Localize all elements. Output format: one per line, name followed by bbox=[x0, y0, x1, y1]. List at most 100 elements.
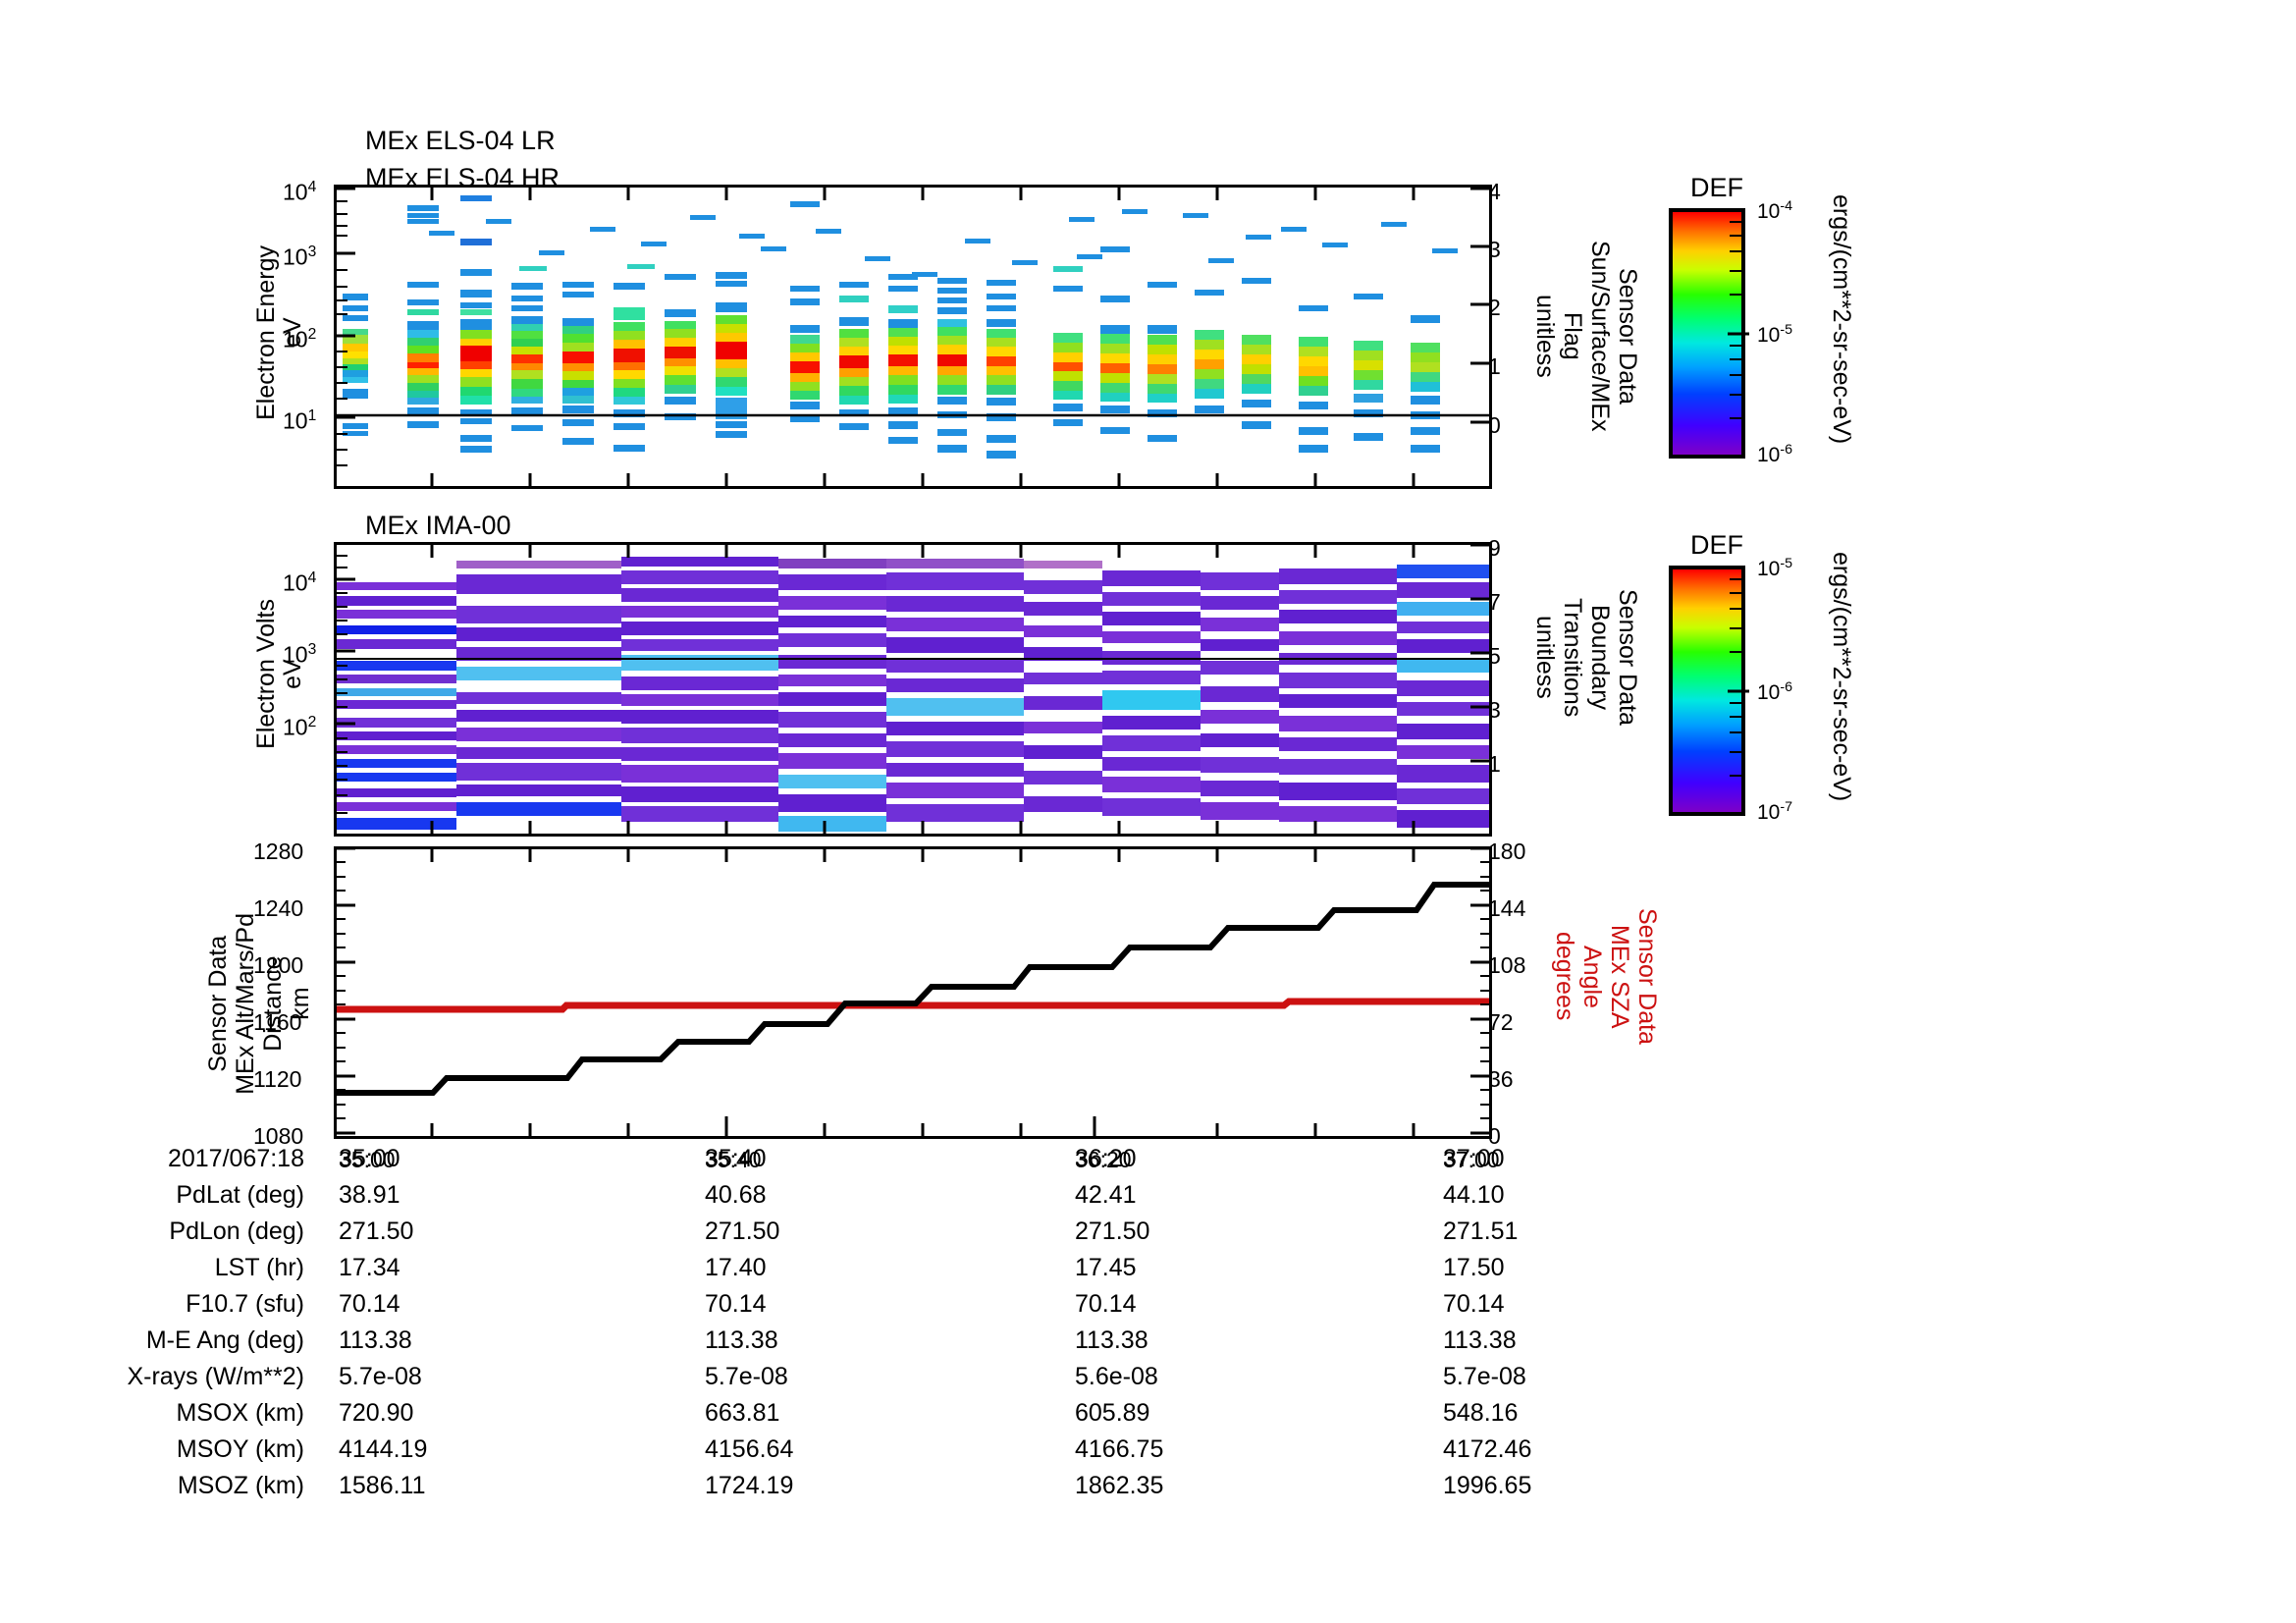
table-c2-r6: 5.6e-08 bbox=[1075, 1363, 1158, 1390]
alt-ytick-1160: 1160 bbox=[253, 1009, 302, 1035]
ima-right-axis-line3: Transitions bbox=[1559, 597, 1586, 718]
table-c1-r0: 35:40 bbox=[705, 1145, 767, 1172]
table-row-label-8: MSOY (km) bbox=[176, 1435, 304, 1463]
xtick-label-2: 36:20 bbox=[1075, 1147, 1132, 1172]
ima-right-axis-line1: Sensor Data bbox=[1614, 589, 1641, 726]
sza-rtick-72: 72 bbox=[1488, 1009, 1514, 1035]
sza-rtick-180: 180 bbox=[1488, 839, 1526, 864]
sza-right-axis-line4: degrees bbox=[1551, 932, 1578, 1021]
colorbar-ima-bottom-label: 10-7 bbox=[1757, 799, 1793, 824]
ima-ytick-1e3: 103 bbox=[283, 641, 317, 668]
colorbar-els-bottom-label: 10-6 bbox=[1757, 442, 1793, 466]
table-c2-r9: 1862.35 bbox=[1075, 1472, 1164, 1499]
sza-right-axis-line1: Sensor Data bbox=[1633, 908, 1661, 1045]
table-c1-r8: 4156.64 bbox=[705, 1435, 794, 1463]
table-c1-r6: 5.7e-08 bbox=[705, 1363, 788, 1390]
ima-right-axis-line2: Boundary bbox=[1586, 604, 1614, 710]
table-c0-r5: 113.38 bbox=[339, 1326, 412, 1354]
panel-els-right-axis-label: Sensor Data Sun/Surface/MEx Flag unitles… bbox=[1531, 241, 1641, 432]
table-c3-r9: 1996.65 bbox=[1443, 1472, 1532, 1499]
els-right-axis-line1: Sensor Data bbox=[1614, 267, 1641, 405]
colorbar-ima-top-label: 10-5 bbox=[1757, 556, 1793, 580]
table-c3-r8: 4172.46 bbox=[1443, 1435, 1532, 1463]
table-c2-r1: 42.41 bbox=[1075, 1181, 1137, 1209]
colorbar-els-units: ergs/(cm**2-sr-sec-eV) bbox=[1828, 194, 1855, 445]
panel-ima-title: MEx IMA-00 bbox=[365, 511, 511, 540]
panel-sza-right-axis-label: Sensor Data MEx SZA Angle degrees bbox=[1551, 908, 1661, 1045]
colorbar-ima-units: ergs/(cm**2-sr-sec-eV) bbox=[1828, 552, 1855, 802]
table-c3-r7: 548.16 bbox=[1443, 1399, 1519, 1427]
alt-ytick-1280: 1280 bbox=[253, 839, 304, 864]
xtick-label-1: 35:40 bbox=[705, 1147, 762, 1172]
els-right-axis-line4: unitless bbox=[1531, 294, 1559, 378]
table-c3-r0: 37:00 bbox=[1443, 1145, 1505, 1172]
table-c0-r6: 5.7e-08 bbox=[339, 1363, 422, 1390]
table-c2-r4: 70.14 bbox=[1075, 1290, 1137, 1318]
table-c0-r7: 720.90 bbox=[339, 1399, 414, 1427]
panel-els-title-lr: MEx ELS-04 LR bbox=[365, 126, 556, 155]
alt-ytick-1240: 1240 bbox=[253, 895, 304, 921]
table-row-label-5: M-E Ang (deg) bbox=[145, 1326, 304, 1354]
table-row-label-4: F10.7 (sfu) bbox=[186, 1290, 304, 1318]
table-c3-r1: 44.10 bbox=[1443, 1181, 1505, 1209]
table-row-label-6: X-rays (W/m**2) bbox=[127, 1363, 304, 1390]
alt-ytick-1200: 1200 bbox=[253, 952, 304, 978]
ima-ytick-1e4: 104 bbox=[283, 569, 317, 596]
table-row-label-9: MSOZ (km) bbox=[177, 1472, 304, 1499]
colorbar-els-title: DEF bbox=[1690, 173, 1743, 202]
els-right-axis-line2: Sun/Surface/MEx bbox=[1586, 241, 1614, 432]
xtick-label-3: 37:00 bbox=[1443, 1147, 1500, 1172]
table-c0-r0: 35:00 bbox=[339, 1145, 400, 1172]
table-c1-r5: 113.38 bbox=[705, 1326, 778, 1354]
alt-ytick-1120: 1120 bbox=[253, 1066, 302, 1092]
table-c0-r1: 38.91 bbox=[339, 1181, 400, 1209]
panel-ima-spectrogram[interactable] bbox=[334, 542, 1492, 837]
xtick-label-0: 35:00 bbox=[339, 1147, 396, 1172]
table-c0-r3: 17.34 bbox=[339, 1254, 400, 1281]
ima-right-axis-line4: unitless bbox=[1531, 616, 1559, 699]
els-ytick-1e2: 102 bbox=[283, 326, 317, 352]
table-c1-r4: 70.14 bbox=[705, 1290, 767, 1318]
els-ytick-1e1: 101 bbox=[283, 407, 317, 434]
table-row-label-7: MSOX (km) bbox=[176, 1399, 304, 1427]
table-c1-r1: 40.68 bbox=[705, 1181, 767, 1209]
table-row-label-3: LST (hr) bbox=[214, 1254, 304, 1281]
els-spectrogram-canvas bbox=[337, 188, 1489, 486]
els-right-axis-line3: Flag bbox=[1559, 311, 1586, 360]
table-c3-r5: 113.38 bbox=[1443, 1326, 1517, 1354]
table-c2-r8: 4166.75 bbox=[1075, 1435, 1164, 1463]
panel-altitude-sza[interactable] bbox=[334, 846, 1492, 1139]
table-c3-r2: 271.51 bbox=[1443, 1217, 1519, 1245]
sza-right-axis-line3: Angle bbox=[1578, 945, 1606, 1008]
els-ytick-1e4: 104 bbox=[283, 179, 317, 205]
alt-ytick-1080: 1080 bbox=[253, 1123, 304, 1149]
table-c2-r3: 17.45 bbox=[1075, 1254, 1137, 1281]
ima-spectrogram-canvas bbox=[337, 545, 1489, 834]
altitude-line bbox=[337, 882, 1489, 1096]
table-c0-r4: 70.14 bbox=[339, 1290, 400, 1318]
table-c2-r2: 271.50 bbox=[1075, 1217, 1150, 1245]
panel-ima-right-axis-label: Sensor Data Boundary Transitions unitles… bbox=[1531, 589, 1641, 726]
table-c3-r6: 5.7e-08 bbox=[1443, 1363, 1526, 1390]
table-c2-r7: 605.89 bbox=[1075, 1399, 1150, 1427]
sza-rtick-36: 36 bbox=[1488, 1066, 1514, 1092]
table-c1-r9: 1724.19 bbox=[705, 1472, 794, 1499]
table-c1-r3: 17.40 bbox=[705, 1254, 767, 1281]
panel-els-spectrogram[interactable] bbox=[334, 185, 1492, 489]
table-c2-r0: 36:20 bbox=[1075, 1145, 1137, 1172]
colorbar-ima-mid-label: 10-6 bbox=[1757, 679, 1793, 704]
table-c0-r2: 271.50 bbox=[339, 1217, 414, 1245]
table-row-label-2: PdLon (deg) bbox=[169, 1217, 304, 1245]
sza-rtick-108: 108 bbox=[1488, 952, 1526, 978]
sza-line bbox=[337, 998, 1489, 1013]
table-c3-r4: 70.14 bbox=[1443, 1290, 1505, 1318]
table-c0-r9: 1586.11 bbox=[339, 1472, 426, 1499]
sza-rtick-144: 144 bbox=[1488, 895, 1526, 921]
table-c0-r8: 4144.19 bbox=[339, 1435, 428, 1463]
sza-right-axis-line2: MEx SZA bbox=[1606, 924, 1633, 1029]
ima-ytick-1e2: 102 bbox=[283, 714, 317, 740]
els-ytick-1e3: 103 bbox=[283, 243, 317, 270]
colorbar-els-mid-label: 10-5 bbox=[1757, 322, 1793, 347]
table-row-label-1: PdLat (deg) bbox=[176, 1181, 304, 1209]
